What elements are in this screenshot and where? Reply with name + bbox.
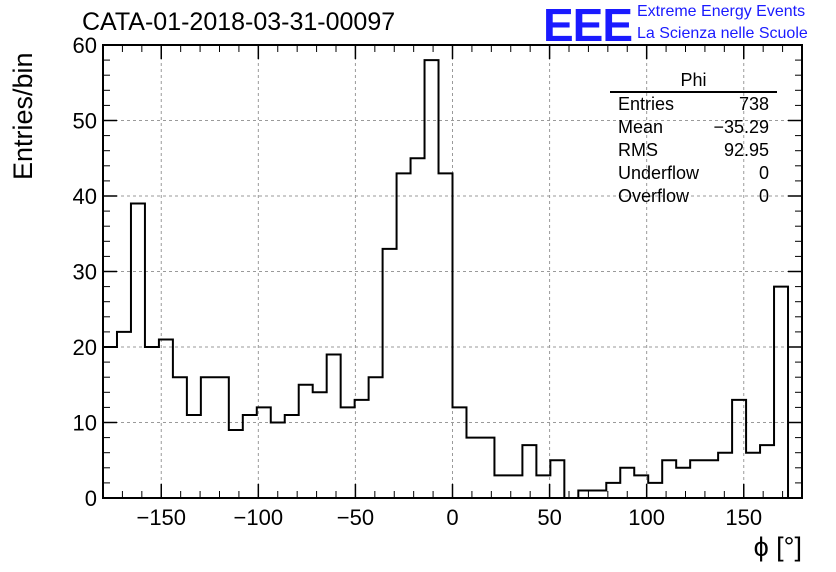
- stats-row: Overflow 0: [610, 185, 777, 208]
- stats-label: Overflow: [618, 186, 690, 206]
- stats-value: 0: [758, 186, 769, 206]
- y-tick-label: 20: [73, 335, 97, 360]
- histogram-bin: [383, 249, 397, 498]
- chart-title: CATA-01-2018-03-31-00097: [82, 8, 396, 36]
- axis-ticks: [103, 44, 802, 499]
- stats-row: Mean −35.29: [610, 116, 777, 139]
- stats-title: Phi: [610, 70, 777, 93]
- x-tick-label: 50: [537, 505, 561, 530]
- stats-row: Entries 738: [610, 93, 777, 116]
- y-tick-label: 40: [73, 184, 97, 209]
- histogram-bin: [718, 453, 732, 498]
- histogram-bin: [676, 468, 690, 498]
- eee-logo: EEE: [543, 0, 633, 51]
- y-tick-label: 50: [73, 109, 97, 134]
- x-axis-label: ϕ [°]: [753, 532, 802, 562]
- histogram-bin: [313, 392, 327, 498]
- logo-line-1: Extreme Energy Events: [637, 3, 806, 20]
- y-axis-label: Entries/bin: [8, 52, 38, 180]
- histogram-bin: [550, 460, 564, 498]
- histogram-bin: [494, 475, 508, 498]
- x-tick-label: −50: [337, 505, 374, 530]
- stats-label: Entries: [618, 94, 675, 114]
- histogram-bin: [648, 483, 662, 498]
- x-tick-label: −150: [136, 505, 186, 530]
- histogram-bin: [201, 377, 215, 498]
- stats-row: RMS 92.95: [610, 139, 777, 162]
- histogram-bin: [299, 385, 313, 498]
- histogram-bin: [131, 204, 145, 498]
- stats-value: 0: [758, 163, 769, 183]
- logo-line-2: La Scienza nelle Scuole: [637, 25, 808, 42]
- histogram-bin: [229, 430, 243, 498]
- histogram-bin: [480, 438, 494, 498]
- histogram-bin: [662, 460, 676, 498]
- histogram-bin: [704, 460, 718, 498]
- histogram-bin: [522, 445, 536, 498]
- histogram-bin: [453, 407, 467, 498]
- histogram-bin: [397, 173, 411, 498]
- histogram-bin: [606, 483, 620, 498]
- y-tick-label: 60: [73, 33, 97, 58]
- stats-value: −35.29: [713, 117, 769, 137]
- histogram-bin: [271, 423, 285, 499]
- histogram-bin: [425, 60, 439, 498]
- stats-row: Underflow 0: [610, 162, 777, 185]
- histogram-bin: [215, 377, 229, 498]
- histogram-bin: [327, 355, 341, 498]
- stats-value: 738: [738, 94, 769, 114]
- histogram-bin: [439, 173, 453, 498]
- tick-labels: −150 −100 −50 0 50 100 150 0 10 20 30 40 50 60: [73, 33, 763, 530]
- stats-label: Underflow: [618, 163, 700, 183]
- histogram-bin: [760, 445, 774, 498]
- histogram-bin: [411, 158, 425, 498]
- histogram-series-line: [103, 59, 802, 499]
- histogram-bin: [536, 475, 550, 498]
- y-tick-label: 10: [73, 411, 97, 436]
- x-tick-label: 150: [725, 505, 762, 530]
- histogram-bin: [285, 415, 299, 498]
- histogram-bin: [592, 490, 606, 498]
- histogram-bin: [355, 400, 369, 498]
- histogram-bin: [187, 415, 201, 498]
- x-tick-label: −100: [234, 505, 284, 530]
- x-tick-label: 100: [628, 505, 665, 530]
- histogram-bin: [746, 453, 760, 498]
- y-tick-label: 30: [73, 260, 97, 285]
- histogram-bin: [578, 490, 592, 498]
- x-tick-label: 0: [446, 505, 458, 530]
- histogram-bin: [173, 377, 187, 498]
- histogram-bin: [466, 438, 480, 498]
- histogram-bin: [774, 287, 788, 498]
- y-tick-label: 0: [85, 486, 97, 511]
- stats-label: RMS: [618, 140, 658, 160]
- stats-box: Phi Entries 738 Mean −35.29 RMS 92.95 Un…: [610, 70, 777, 208]
- histogram-bin: [690, 460, 704, 498]
- histogram-bin: [369, 377, 383, 498]
- stats-label: Mean: [618, 117, 664, 137]
- histogram-bin: [341, 407, 355, 498]
- histogram-bin: [117, 332, 131, 498]
- histogram-bin: [243, 415, 257, 498]
- stats-value: 92.95: [723, 140, 769, 160]
